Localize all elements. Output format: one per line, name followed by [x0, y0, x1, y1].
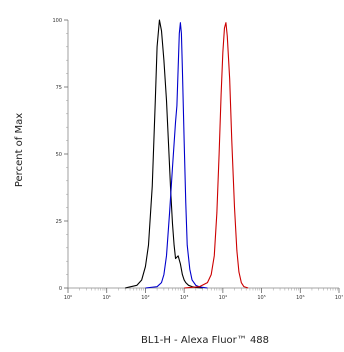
series-group	[125, 19, 249, 289]
y-tick-label: 0	[59, 286, 62, 292]
x-tick-label: 10¹	[103, 295, 111, 301]
series-line-2	[145, 22, 208, 289]
x-axis-title: BL1-H - Alexa Fluor™ 488	[141, 335, 269, 346]
x-tick-label: 10⁰	[64, 295, 72, 301]
x-tick-label: 10²	[141, 295, 149, 301]
y-tick-label: 50	[56, 152, 62, 158]
series-line-1	[125, 19, 203, 289]
x-tick-label: 10³	[180, 295, 188, 301]
x-tick-label: 10⁴	[219, 295, 227, 301]
x-tick-label: 10⁷	[335, 295, 343, 301]
x-tick-label: 10⁶	[296, 295, 304, 301]
axes: 0 25 50 75 100 10⁰ 10¹ 10² 10³ 10⁴ 10⁵ 10⁶ 10⁷	[52, 18, 343, 301]
series-line-3	[184, 22, 249, 289]
y-tick-label: 25	[56, 219, 62, 225]
y-tick-label: 75	[56, 85, 62, 91]
y-tick-label: 100	[52, 18, 62, 24]
x-tick-label: 10⁵	[257, 295, 265, 301]
y-axis-title: Percent of Max	[14, 113, 25, 187]
